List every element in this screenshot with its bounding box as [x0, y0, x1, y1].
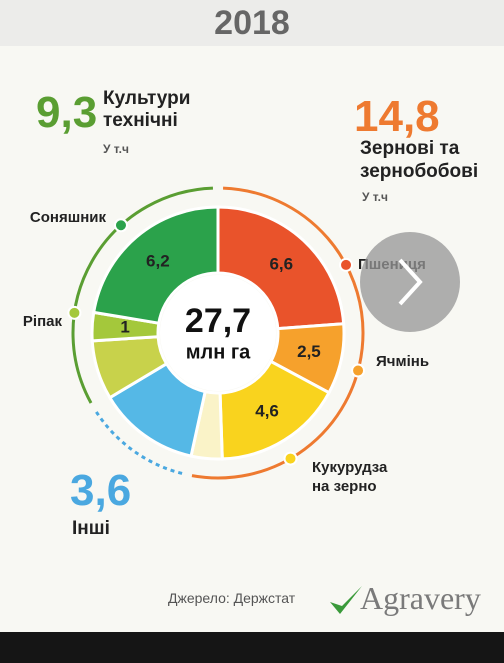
- segment: [91, 205, 220, 325]
- segment: [218, 359, 332, 461]
- group-name: Інші: [72, 518, 110, 539]
- bottom-bar: [0, 632, 504, 663]
- label-dot: [113, 218, 128, 233]
- label-dot: [67, 305, 82, 320]
- center-value: 27,7: [185, 302, 251, 340]
- segment-label: 6,2: [146, 252, 170, 271]
- source: Джерело: Держстат: [168, 590, 296, 606]
- category-label: Соняшник: [29, 209, 106, 226]
- chevron: [398, 258, 423, 306]
- segment-label: 2,5: [297, 342, 321, 361]
- center-unit: млн га: [186, 341, 251, 363]
- label-dot: [283, 451, 298, 466]
- group-note: У т.ч: [362, 190, 388, 204]
- group-arc: [94, 410, 183, 475]
- category-label: Ячмінь: [376, 353, 430, 370]
- next-button[interactable]: [360, 232, 460, 332]
- logo: Agravery: [360, 580, 481, 616]
- header-title: 2018: [0, 0, 504, 46]
- group-value: 9,3: [36, 88, 98, 137]
- segment: [216, 205, 346, 331]
- group-arc: [191, 186, 365, 480]
- group-value: 14,8: [354, 92, 440, 141]
- label-dot: [351, 363, 366, 378]
- center: [160, 275, 276, 391]
- group-arc: [71, 186, 213, 404]
- category-label: Ріпак: [22, 313, 62, 330]
- group-value: 3,6: [70, 466, 132, 515]
- group-note: У т.ч: [103, 142, 129, 156]
- segment-label: 1: [120, 318, 129, 337]
- label-dot: [339, 257, 354, 272]
- category-label: Кукурудза на зерно: [312, 459, 388, 495]
- segment-label: 4,6: [255, 401, 279, 420]
- logo-check: [330, 586, 362, 614]
- group-name: Культури технічні: [103, 88, 191, 131]
- segment-label: 6,6: [269, 254, 293, 273]
- group-name: Зернові та зернобобові: [360, 138, 479, 182]
